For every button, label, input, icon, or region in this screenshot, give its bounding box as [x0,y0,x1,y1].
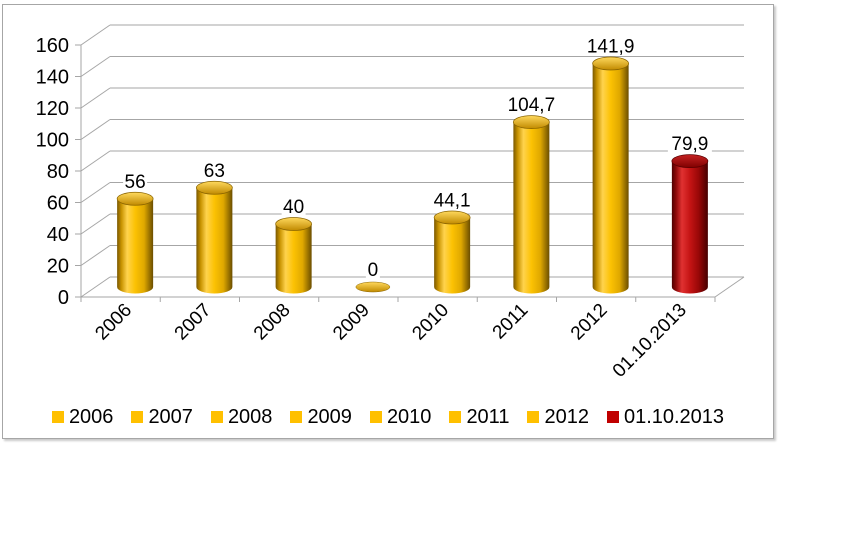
legend-label: 2007 [148,406,193,428]
data-label: 56 [125,172,146,193]
bar-2009 [355,281,391,293]
cylinder-body [275,224,312,294]
data-label: 79,9 [671,134,708,155]
x-category-label: 2009 [329,300,374,345]
cylinder-top [275,217,312,231]
y-axis-tick-label: 80 [47,161,69,183]
data-label-bg [504,95,559,115]
y-axis-tick-label: 100 [36,130,69,152]
data-label: 141,9 [587,37,635,58]
legend-swatch [131,411,144,423]
cylinder-body [671,161,708,294]
legend-label: 01.10.2013 [623,406,725,428]
gridline-diagonal [80,150,111,172]
data-label-bg [667,134,712,154]
legend-label: 2011 [466,406,510,428]
legend-swatch [527,411,540,423]
cylinder-top [592,56,629,71]
y-axis-tick-label: 120 [36,98,69,120]
legend-swatch [449,411,462,423]
legend-label: 2006 [68,406,114,428]
y-axis-tick-label: 60 [47,193,69,215]
gridline-diagonal [80,24,111,46]
gridline-diagonal [80,56,111,77]
y-axis-tick-label: 40 [47,224,69,246]
bar-2010 [433,210,471,294]
data-label: 0 [368,260,379,281]
cylinder-top [433,210,471,225]
cylinder-body [513,122,550,294]
cylinder-top [671,154,709,169]
data-label-bg [365,260,380,279]
data-label-bg [202,160,227,180]
data-label-bg [430,190,475,210]
x-category-label: 2011 [489,300,533,344]
y-axis-tick-label: 0 [58,287,69,309]
chart-frame: 0 20 40 60 80 100 120 140 160 56 63 40 0 44,1 104,7 141… [2,4,774,439]
data-label-bg [583,36,638,56]
cylinder-body [196,187,233,294]
gridline-diagonal [80,182,111,203]
cylinder-body [434,217,471,294]
x-category-label: 2010 [408,300,453,345]
data-label: 63 [204,161,225,182]
gridline-diagonal [80,87,111,109]
cylinder-body [117,198,154,294]
cylinder-top [196,180,233,195]
legend-label: 2010 [386,406,432,428]
chart-legend: 2006 2007 2008 2009 2010 2011 2012 01.10.2013 [3,403,773,431]
legend-item-2010: 2010 [369,406,432,428]
x-category-label: 2006 [91,300,136,345]
bar-2011 [513,115,550,294]
cylinder-top [116,191,154,206]
data-label: 44,1 [434,191,471,212]
x-category-label: 2008 [250,300,295,345]
legend-item-2009: 2009 [290,407,352,427]
legend-swatch [210,411,223,423]
legend-item-2006: 2006 [51,406,114,428]
y-axis-tick-label: 140 [36,67,69,89]
legend-item-2007: 2007 [131,407,193,427]
x-category-label: 2007 [171,300,216,345]
gridline-diagonal [80,213,111,235]
gridlines [80,24,744,298]
legend-label: 2008 [227,406,273,428]
data-label-bg [281,197,306,216]
x-category-label: 2012 [567,300,612,345]
y-axis-tick-label: 20 [47,256,69,278]
bar-2008 [275,217,312,294]
gridline-diagonal [80,119,111,140]
data-label: 104,7 [508,95,556,116]
legend-label: 2012 [544,406,589,428]
legend-item-2008: 2008 [210,406,273,428]
legend-item-01.10.2013: 01.10.2013 [606,406,725,428]
bar-2007 [196,180,233,294]
cylinder-top [513,115,550,129]
data-label-bg [123,171,148,191]
bar-2006 [116,191,154,294]
bar-2012 [592,56,629,294]
cylinder-body [592,63,629,294]
x-category-label: 01.10.2013 [609,300,691,382]
y-axis-tick-label: 160 [36,35,69,57]
data-label: 40 [283,197,304,218]
cylinder-flat-zero [355,281,391,293]
cylinder-bar-chart: 0 20 40 60 80 100 120 140 160 56 63 40 0 44,1 104,7 141… [36,24,745,382]
bar-01.10.2013 [671,154,709,294]
legend-item-2011: 2011 [449,407,509,427]
gridline-diagonal [80,245,111,266]
legend-swatch [290,411,303,423]
legend-item-2012: 2012 [527,407,589,427]
legend-swatch [606,411,619,423]
legend-label: 2009 [307,406,352,428]
legend-swatch [369,411,382,423]
legend-swatch [51,411,64,423]
gridline-diagonal [80,276,111,298]
floor-right-diagonal [714,276,745,298]
